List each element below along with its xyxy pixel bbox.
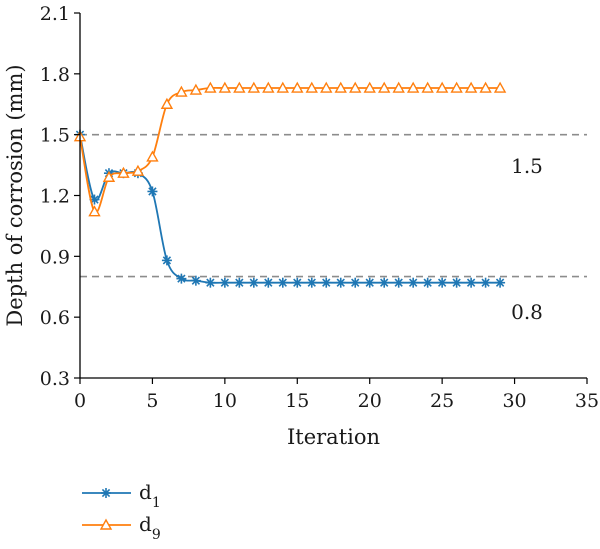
y-tick-label: 1.8 — [40, 64, 70, 86]
x-tick-label: 25 — [430, 390, 454, 412]
star-marker-stroke — [437, 278, 447, 287]
triangle-marker — [305, 81, 318, 93]
triangle-marker — [479, 81, 492, 93]
star-marker-stroke — [249, 278, 258, 287]
y-tick-label: 2.1 — [40, 3, 70, 25]
star-marker-stroke — [162, 256, 172, 265]
star-marker-stroke — [264, 278, 273, 287]
y-tick-label: 1.5 — [40, 125, 70, 147]
series-line — [79, 134, 501, 284]
star-marker-stroke — [293, 278, 302, 287]
triangle-marker — [435, 81, 449, 93]
triangle-marker — [99, 518, 113, 530]
triangle-marker — [88, 205, 101, 217]
triangle-marker — [450, 81, 463, 93]
star-marker-stroke — [148, 187, 157, 196]
triangle-marker — [131, 164, 145, 176]
star-marker-stroke — [423, 278, 432, 287]
triangle-marker — [334, 81, 347, 93]
triangle-marker — [464, 81, 478, 93]
x-tick-label: 5 — [146, 390, 158, 412]
triangle-marker — [349, 81, 362, 93]
triangle-marker — [117, 166, 130, 178]
triangle-marker — [320, 81, 333, 93]
triangle-marker — [406, 81, 420, 93]
triangle-marker — [175, 85, 188, 97]
reference-lines: 1.5 0.8 — [80, 133, 587, 324]
star-marker-stroke — [495, 278, 505, 287]
legend-label: d9 — [139, 512, 161, 543]
star-marker-stroke — [278, 278, 287, 287]
x-tick-label: 30 — [502, 390, 526, 412]
legend-item: d1 — [82, 480, 161, 511]
star-marker-stroke — [365, 278, 374, 287]
series-d1 — [75, 129, 506, 288]
series-d9 — [73, 81, 507, 217]
triangle-marker — [262, 81, 275, 93]
star-marker-stroke — [452, 278, 461, 287]
x-tick-label: 15 — [285, 390, 309, 412]
y-tick-label: 0.6 — [40, 307, 70, 329]
triangle-marker — [276, 81, 289, 93]
x-tick-label: 35 — [575, 390, 599, 412]
triangle-marker — [247, 81, 261, 93]
triangle-marker — [392, 81, 405, 93]
triangle-marker — [378, 81, 391, 93]
legend-label: d1 — [139, 480, 161, 511]
star-marker-stroke — [191, 276, 201, 285]
star-marker-stroke — [322, 278, 331, 287]
triangle-marker — [102, 170, 116, 182]
star-marker-stroke — [409, 278, 418, 287]
triangle-marker — [233, 81, 246, 93]
y-tick-label: 0.9 — [40, 246, 70, 268]
x-tick-label: 20 — [358, 390, 382, 412]
x-axis-title: Iteration — [287, 425, 380, 449]
star-marker-stroke — [206, 278, 215, 287]
star-marker-stroke — [177, 274, 186, 283]
star-marker-stroke — [380, 278, 389, 287]
star-marker-stroke — [220, 278, 230, 287]
star-marker-stroke — [307, 278, 316, 287]
reference-line-label: 1.5 — [511, 154, 543, 178]
y-tick-label: 1.2 — [40, 186, 70, 208]
star-marker-stroke — [481, 278, 490, 287]
triangle-marker — [363, 81, 376, 93]
star-marker-stroke — [101, 488, 111, 498]
reference-line-label: 0.8 — [511, 300, 543, 324]
series-layer — [73, 81, 507, 288]
y-ticks: 0.3 0.6 0.9 1.2 1.5 1.8 2.1 — [40, 3, 80, 390]
triangle-marker — [146, 150, 159, 162]
star-marker-stroke — [351, 278, 360, 287]
star-marker-stroke — [466, 278, 476, 287]
star-marker-stroke — [235, 278, 244, 287]
x-tick-label: 0 — [74, 390, 86, 412]
star-marker-stroke — [394, 278, 403, 287]
triangle-marker — [493, 81, 507, 93]
triangle-marker — [291, 81, 304, 93]
y-axis-title: Depth of corrosion (mm) — [3, 64, 27, 326]
triangle-marker — [421, 81, 434, 93]
triangle-marker — [189, 83, 203, 95]
x-ticks: 0 5 10 15 20 25 30 35 — [74, 378, 599, 412]
star-marker-stroke — [336, 278, 345, 287]
triangle-marker — [204, 81, 217, 93]
triangle-marker — [160, 97, 174, 109]
x-tick-label: 10 — [213, 390, 237, 412]
y-tick-label: 0.3 — [40, 368, 70, 390]
series-line — [79, 86, 501, 214]
legend-item: d9 — [82, 512, 161, 543]
triangle-marker — [218, 81, 232, 93]
